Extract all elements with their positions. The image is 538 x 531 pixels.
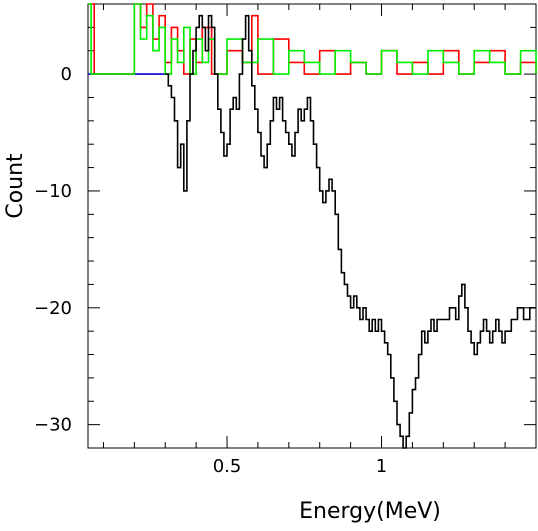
series-line-2 xyxy=(88,3,537,75)
plot-frame xyxy=(87,3,537,449)
series-group xyxy=(88,3,537,449)
axis-ticks: 0.5 1 0 −10 −20 −30 xyxy=(34,3,536,477)
y-tick-label: −10 xyxy=(34,181,72,202)
series-line-1 xyxy=(88,3,537,75)
x-tick-label: 0.5 xyxy=(213,456,242,477)
series-line-3 xyxy=(165,14,536,449)
y-tick-label: −20 xyxy=(34,298,72,319)
x-axis-label: Energy(MeV) xyxy=(299,499,441,524)
y-axis-label: Count xyxy=(3,153,28,219)
y-tick-label: 0 xyxy=(61,64,72,85)
x-tick-label: 1 xyxy=(376,456,387,477)
y-tick-label: −30 xyxy=(34,415,72,436)
